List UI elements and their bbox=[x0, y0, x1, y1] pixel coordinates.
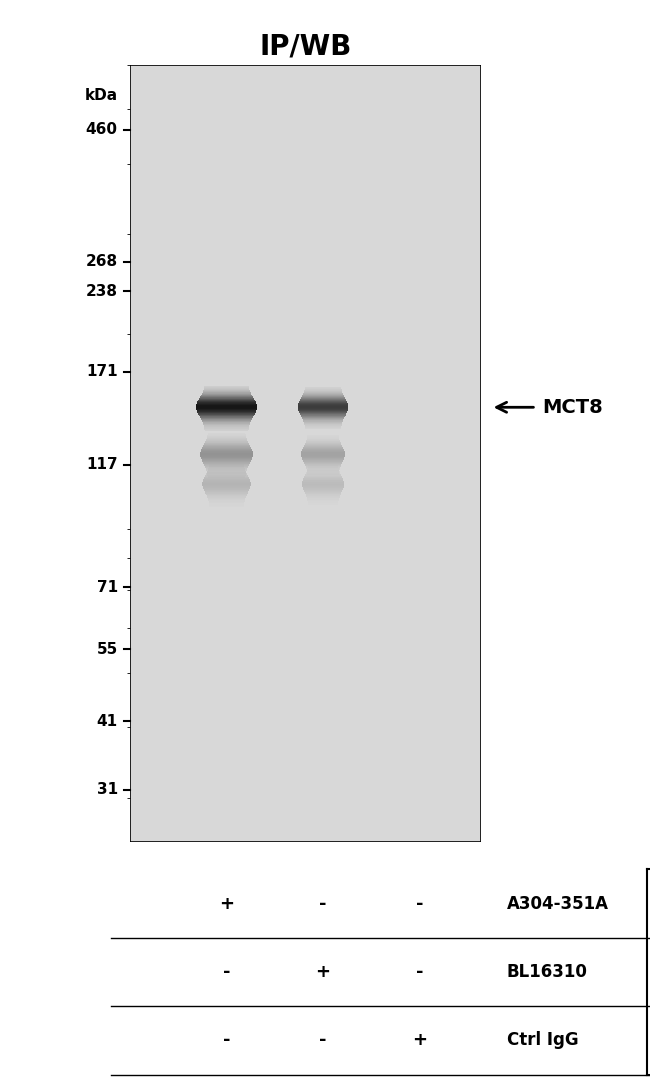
Text: 55: 55 bbox=[96, 642, 118, 657]
Text: 171: 171 bbox=[86, 364, 118, 379]
Text: +: + bbox=[219, 894, 234, 913]
Text: 41: 41 bbox=[97, 714, 118, 729]
Text: -: - bbox=[223, 963, 230, 981]
Text: kDa: kDa bbox=[84, 87, 118, 103]
Text: A304-351A: A304-351A bbox=[507, 894, 609, 913]
Text: -: - bbox=[319, 1031, 327, 1050]
Text: -: - bbox=[223, 1031, 230, 1050]
Text: 31: 31 bbox=[97, 782, 118, 797]
Text: Ctrl IgG: Ctrl IgG bbox=[507, 1031, 578, 1050]
Text: 238: 238 bbox=[86, 284, 118, 298]
Text: IP/WB: IP/WB bbox=[259, 32, 352, 60]
Text: MCT8: MCT8 bbox=[543, 397, 603, 417]
Text: 71: 71 bbox=[97, 580, 118, 594]
Text: -: - bbox=[416, 963, 423, 981]
Text: +: + bbox=[315, 963, 331, 981]
Text: +: + bbox=[412, 1031, 427, 1050]
Text: -: - bbox=[416, 894, 423, 913]
Bar bbox=[130, 65, 481, 842]
Text: 460: 460 bbox=[86, 122, 118, 137]
Text: -: - bbox=[319, 894, 327, 913]
Text: 117: 117 bbox=[86, 457, 118, 472]
Text: BL16310: BL16310 bbox=[507, 963, 588, 981]
Text: 268: 268 bbox=[86, 255, 118, 270]
